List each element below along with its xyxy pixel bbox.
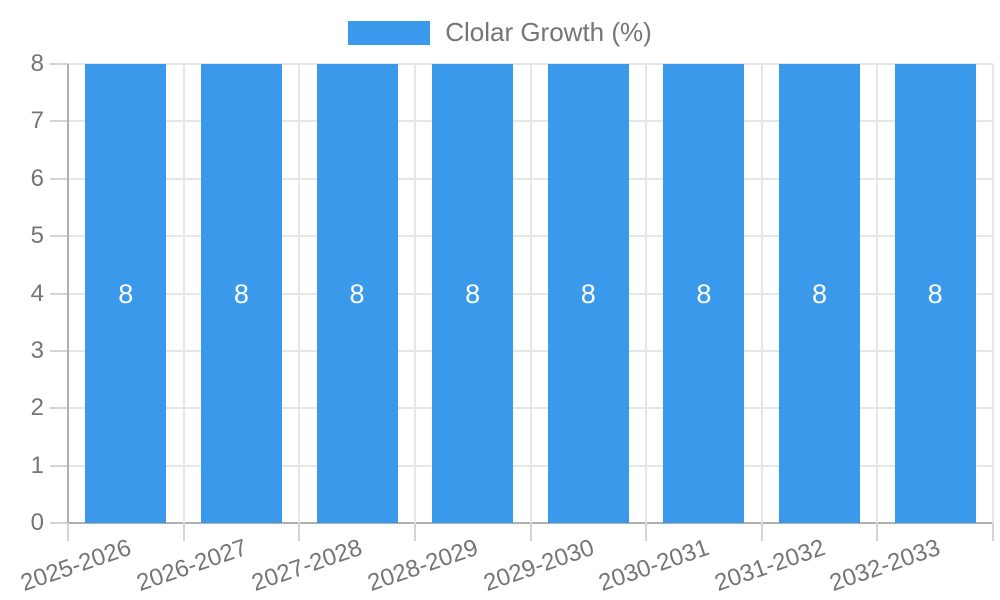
gridline-vertical	[645, 64, 648, 523]
y-tick-mark	[50, 177, 68, 180]
x-tick-mark	[67, 523, 69, 541]
gridline-horizontal	[50, 464, 993, 467]
bar-value-label: 8	[118, 278, 134, 309]
x-tick-label: 2029-2030	[479, 534, 598, 597]
y-tick-label: 0	[30, 509, 44, 536]
bar-value-label: 8	[580, 278, 596, 309]
gridline-horizontal	[50, 292, 993, 295]
gridline-horizontal	[50, 177, 993, 180]
gridline-vertical	[876, 64, 879, 523]
y-tick-label: 4	[30, 279, 44, 307]
gridline-horizontal	[50, 63, 993, 65]
y-tick-label: 6	[30, 164, 44, 192]
x-tick-mark	[529, 523, 532, 541]
bar-2025-2026[interactable]	[85, 64, 167, 523]
bar-value-label: 8	[696, 278, 712, 309]
y-tick-mark	[50, 349, 68, 352]
x-tick-label: 2027-2028	[248, 534, 366, 597]
bar-value-label: 8	[465, 278, 481, 309]
x-tick-label: 2031-2032	[711, 534, 829, 597]
y-tick-label: 2	[30, 394, 44, 422]
y-tick-label: 5	[30, 222, 44, 250]
bar-2030-2031[interactable]	[663, 64, 745, 523]
y-axis-line	[67, 64, 69, 523]
bar-value-label: 8	[233, 278, 249, 309]
x-tick-label: 2028-2029	[364, 534, 482, 597]
y-tick-mark	[50, 63, 68, 65]
x-tick-label: 2032-2033	[826, 534, 944, 597]
legend: Clolar Growth (%)	[0, 17, 1000, 48]
x-tick-mark	[298, 523, 301, 541]
bar-2029-2030[interactable]	[547, 64, 629, 523]
legend-label: Clolar Growth (%)	[445, 17, 652, 47]
gridline-vertical	[760, 64, 763, 523]
bar-value-label: 8	[812, 278, 828, 309]
y-tick-mark	[50, 407, 68, 410]
y-tick-mark	[50, 522, 68, 524]
y-tick-label: 3	[30, 336, 44, 364]
gridline-vertical	[529, 64, 532, 523]
x-tick-mark	[182, 523, 185, 541]
y-tick-mark	[50, 120, 68, 123]
gridline-vertical	[413, 64, 416, 523]
x-axis-line	[50, 522, 993, 524]
legend-item[interactable]: Clolar Growth (%)	[348, 17, 652, 48]
x-tick-mark	[413, 523, 416, 541]
x-tick-label: 2025-2026	[17, 534, 135, 597]
x-tick-label: 2030-2031	[595, 534, 713, 597]
y-tick-label: 7	[30, 107, 44, 135]
gridline-horizontal	[50, 120, 993, 123]
y-tick-mark	[50, 464, 68, 467]
x-tick-mark	[645, 523, 648, 541]
bar-value-label: 8	[927, 278, 943, 309]
bar-2027-2028[interactable]	[316, 64, 398, 523]
gridline-vertical	[298, 64, 301, 523]
bar-2031-2032[interactable]	[779, 64, 861, 523]
bar-2032-2033[interactable]	[894, 64, 976, 523]
bar-2026-2027[interactable]	[200, 64, 282, 523]
y-tick-mark	[50, 292, 68, 295]
gridline-horizontal	[50, 407, 993, 410]
bar-2028-2029[interactable]	[432, 64, 514, 523]
y-tick-label: 1	[30, 451, 44, 479]
x-tick-mark	[876, 523, 879, 541]
legend-swatch	[348, 20, 431, 45]
x-tick-mark	[760, 523, 763, 541]
x-tick-label: 2026-2027	[132, 534, 251, 597]
gridline-horizontal	[50, 349, 993, 352]
y-tick-mark	[50, 235, 68, 238]
gridline-vertical	[182, 64, 185, 523]
y-tick-label: 8	[30, 50, 44, 77]
x-tick-mark	[992, 523, 994, 541]
bar-value-label: 8	[349, 278, 365, 309]
gridline-horizontal	[50, 235, 993, 238]
gridline-vertical	[992, 64, 994, 523]
